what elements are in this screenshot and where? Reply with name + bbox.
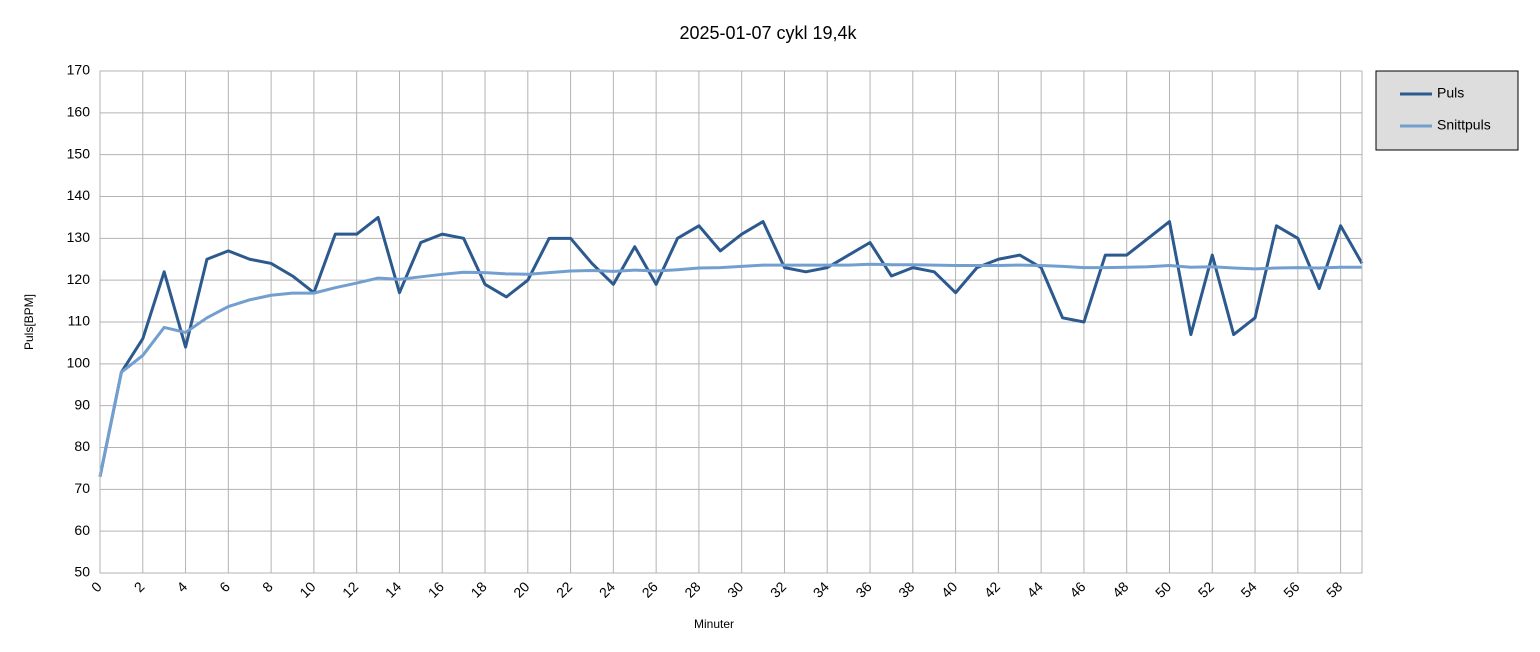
line: [98, 262, 1362, 478]
y-tick-label: 120: [67, 271, 91, 287]
y-tick-label: 130: [67, 229, 91, 245]
x-tick-label: 14: [382, 578, 404, 600]
chart-title: 2025-01-07 cykl 19,4k: [679, 23, 857, 43]
x-tick-label: 50: [1152, 578, 1174, 600]
y-tick-label: 60: [74, 522, 90, 538]
y-tick-label: 140: [67, 187, 91, 203]
x-tick-label: 24: [596, 578, 618, 600]
plot-frame: [99, 70, 1363, 574]
x-tick-label: 4: [173, 578, 190, 595]
line: [98, 215, 1364, 478]
x-tick-label: 56: [1280, 578, 1302, 600]
y-axis-label: Puls[BPM]: [22, 294, 36, 350]
legend: [1375, 70, 1519, 151]
x-tick-label: 34: [810, 578, 832, 600]
x-tick-label: 12: [339, 578, 361, 600]
x-tick-label: 8: [259, 578, 276, 595]
y-tick-label: 150: [67, 145, 91, 161]
x-tick-label: 44: [1024, 578, 1046, 600]
y-tick-label: 80: [74, 438, 90, 454]
x-tick-label: 10: [296, 578, 318, 600]
y-tick-label: 100: [67, 355, 91, 371]
x-tick-label: 32: [767, 578, 789, 600]
x-tick-label: 36: [852, 578, 874, 600]
y-tick-label: 70: [74, 480, 90, 496]
x-tick-label: 42: [981, 578, 1003, 600]
x-tick-label: 46: [1066, 578, 1088, 600]
grid: [99, 70, 1362, 574]
x-tick-label: 30: [724, 578, 746, 600]
x-tick-label: 2: [131, 578, 148, 595]
x-tick-label: 48: [1109, 578, 1131, 600]
plot: [98, 215, 1364, 478]
x-tick-label: 16: [425, 578, 447, 600]
x-tick-label: 26: [639, 578, 661, 600]
x-tick-label: 40: [938, 578, 960, 600]
x-tick-label: 0: [88, 578, 105, 595]
x-tick-label: 20: [510, 578, 532, 600]
x-axis-label: Minuter: [694, 617, 734, 631]
legend-label: Puls: [1437, 85, 1464, 101]
x-tick-label: 52: [1195, 578, 1217, 600]
x-tick-label: 54: [1237, 578, 1259, 600]
x-tick-label: 38: [895, 578, 917, 600]
y-tick-label: 110: [68, 313, 91, 329]
x-tick-label: 58: [1323, 578, 1345, 600]
x-tick-label: 28: [681, 578, 703, 600]
y-tick-label: 160: [67, 104, 91, 120]
x-tick-label: 22: [553, 578, 575, 600]
y-tick-label: 170: [67, 62, 91, 78]
x-tick-label: 6: [216, 578, 233, 595]
y-tick-label: 50: [74, 564, 90, 580]
x-tick-label: 18: [467, 578, 489, 600]
y-tick-label: 90: [74, 396, 90, 412]
legend-label: Snittpuls: [1437, 117, 1491, 133]
